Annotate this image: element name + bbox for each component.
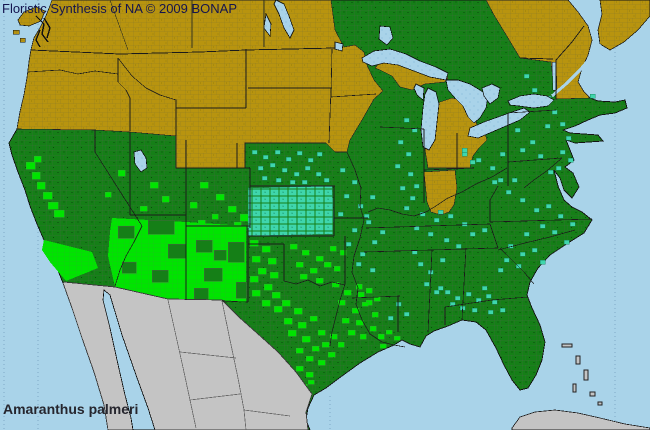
gulf-of-california [102,289,156,430]
dark-green-county-patches [117,219,247,300]
teal-county-markers [251,73,596,321]
canada-province-borders [109,0,265,51]
cuba [511,409,650,430]
gold-coastal-islet [19,37,26,43]
gold-vancouver-island [17,6,46,27]
rare-teal-counties [247,73,596,321]
mexico-state-borders [167,299,291,430]
teal-kansas-block [247,185,335,237]
bright-southern-california [42,240,98,281]
map-title: Floristic Synthesis of NA © 2009 BONAP [2,1,238,16]
great-salt-lake [133,149,148,173]
bahamas-islands [561,343,603,406]
lake-huron [445,79,489,124]
lake-winnipeg [273,0,295,39]
lake-erie [467,107,531,139]
green-bay [413,83,425,101]
gold-coastal-islet [12,29,20,35]
absent-gold-regions [12,0,650,216]
georgian-bay [481,83,501,105]
water-features [35,0,602,430]
st-lawrence-river [551,43,602,98]
lake-ontario [507,93,555,109]
bright-green-county-markers [25,155,401,395]
graticule-lines [3,0,616,430]
lake-manitoba [263,12,272,37]
state-borders [27,0,593,348]
gold-new-brunswick-nova-scotia [597,0,650,51]
lake-nipigon [378,25,394,46]
gold-indiana [423,169,458,216]
lake-michigan [420,87,440,151]
gold-west-canada-nw-us [16,0,384,169]
us-canada-border [30,25,585,61]
gold-quebec-northern-new-england [485,0,593,100]
lake-of-the-woods [334,41,344,52]
puget-sound-inlets [35,15,51,48]
species-name-label: Amaranthus palmeri [3,401,139,417]
